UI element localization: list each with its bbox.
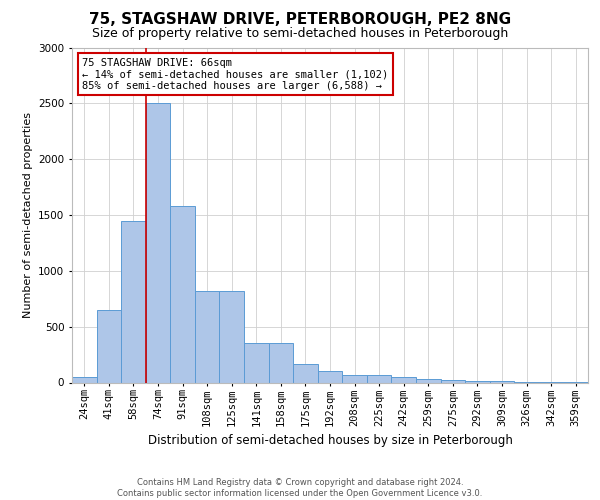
Bar <box>195 291 220 382</box>
Bar <box>121 220 146 382</box>
Bar <box>465 381 490 382</box>
Bar <box>220 291 244 382</box>
Bar <box>342 374 367 382</box>
Bar <box>72 377 97 382</box>
Bar <box>146 104 170 382</box>
Text: Size of property relative to semi-detached houses in Peterborough: Size of property relative to semi-detach… <box>92 28 508 40</box>
Bar <box>97 310 121 382</box>
Text: 75 STAGSHAW DRIVE: 66sqm
← 14% of semi-detached houses are smaller (1,102)
85% o: 75 STAGSHAW DRIVE: 66sqm ← 14% of semi-d… <box>82 58 389 91</box>
Bar <box>367 374 391 382</box>
Bar <box>269 344 293 382</box>
Bar <box>293 364 318 382</box>
Bar <box>170 206 195 382</box>
Bar <box>440 380 465 382</box>
Y-axis label: Number of semi-detached properties: Number of semi-detached properties <box>23 112 32 318</box>
Bar <box>318 372 342 382</box>
X-axis label: Distribution of semi-detached houses by size in Peterborough: Distribution of semi-detached houses by … <box>148 434 512 447</box>
Bar <box>244 344 269 382</box>
Bar <box>391 377 416 382</box>
Bar <box>416 379 440 382</box>
Text: Contains HM Land Registry data © Crown copyright and database right 2024.
Contai: Contains HM Land Registry data © Crown c… <box>118 478 482 498</box>
Text: 75, STAGSHAW DRIVE, PETERBOROUGH, PE2 8NG: 75, STAGSHAW DRIVE, PETERBOROUGH, PE2 8N… <box>89 12 511 28</box>
